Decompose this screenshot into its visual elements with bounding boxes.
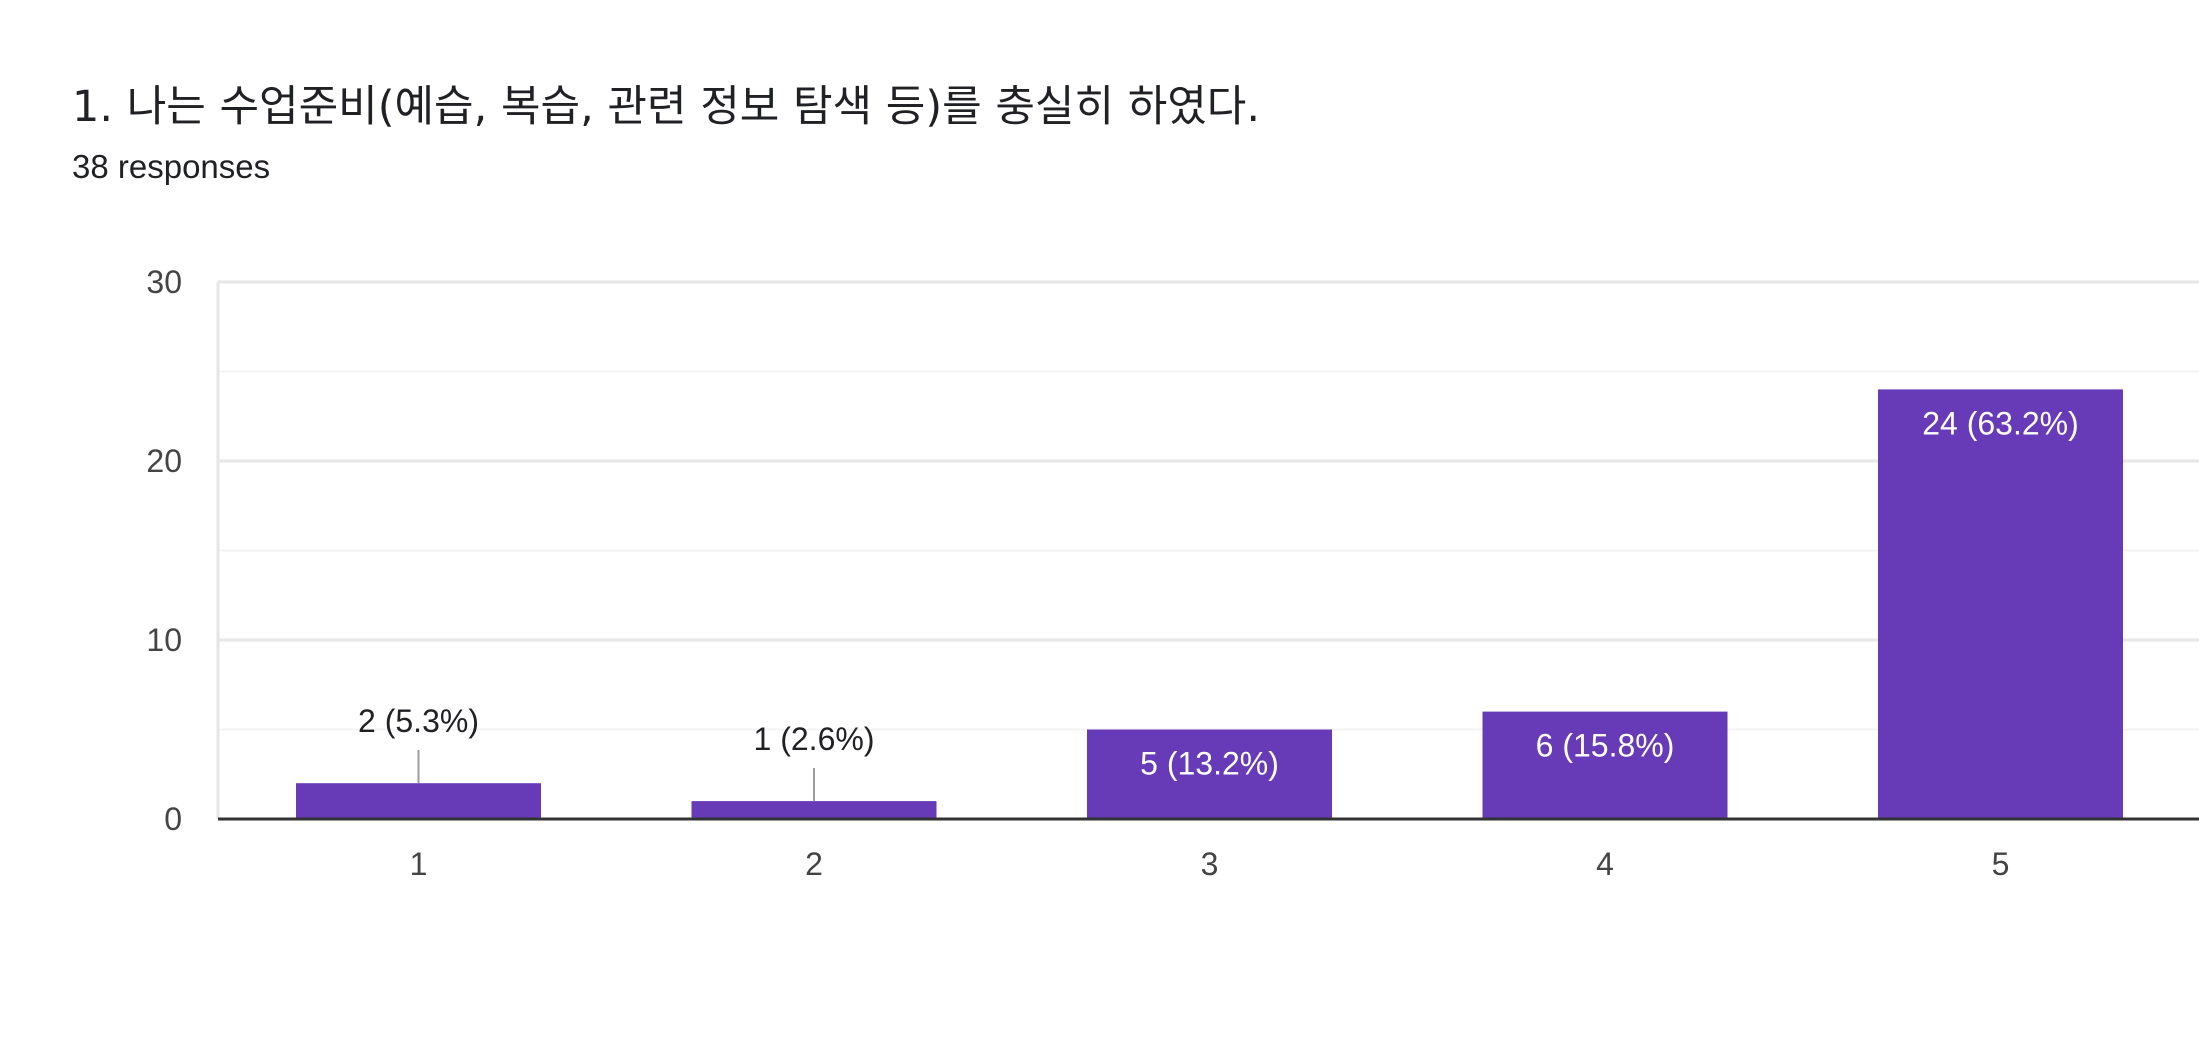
bar (1878, 389, 2123, 819)
x-tick-label: 2 (805, 846, 823, 882)
bar (1087, 729, 1332, 819)
axes: 0 10 20 30 1 2 3 4 5 (146, 264, 2199, 882)
data-labels: 2 (5.3%) 1 (2.6%) 5 (13.2%) 6 (15.8%) 24 (63… (358, 405, 2079, 802)
response-count: 38 responses (72, 148, 271, 185)
data-label: 1 (2.6%) (754, 721, 875, 757)
y-tick-label: 20 (146, 443, 182, 479)
data-label: 5 (13.2%) (1140, 746, 1279, 782)
y-tick-label: 10 (146, 622, 182, 658)
bar (296, 783, 541, 819)
bar (691, 801, 937, 819)
data-label: 6 (15.8%) (1536, 728, 1675, 764)
x-tick-label: 4 (1596, 846, 1614, 882)
data-label: 2 (5.3%) (358, 703, 479, 739)
bar (1482, 711, 1728, 819)
chart-title: 1. 나는 수업준비(예습, 복습, 관련 정보 탐색 등)를 충실히 하였다. (72, 82, 1261, 132)
x-tick-label: 1 (410, 846, 428, 882)
y-tick-label: 0 (164, 801, 182, 837)
x-tick-label: 5 (1992, 846, 2010, 882)
x-tick-label: 3 (1201, 846, 1219, 882)
data-label: 24 (63.2%) (1922, 405, 2079, 441)
grid-lines (216, 280, 2199, 819)
y-tick-label: 30 (146, 264, 182, 300)
bars (296, 389, 2123, 819)
